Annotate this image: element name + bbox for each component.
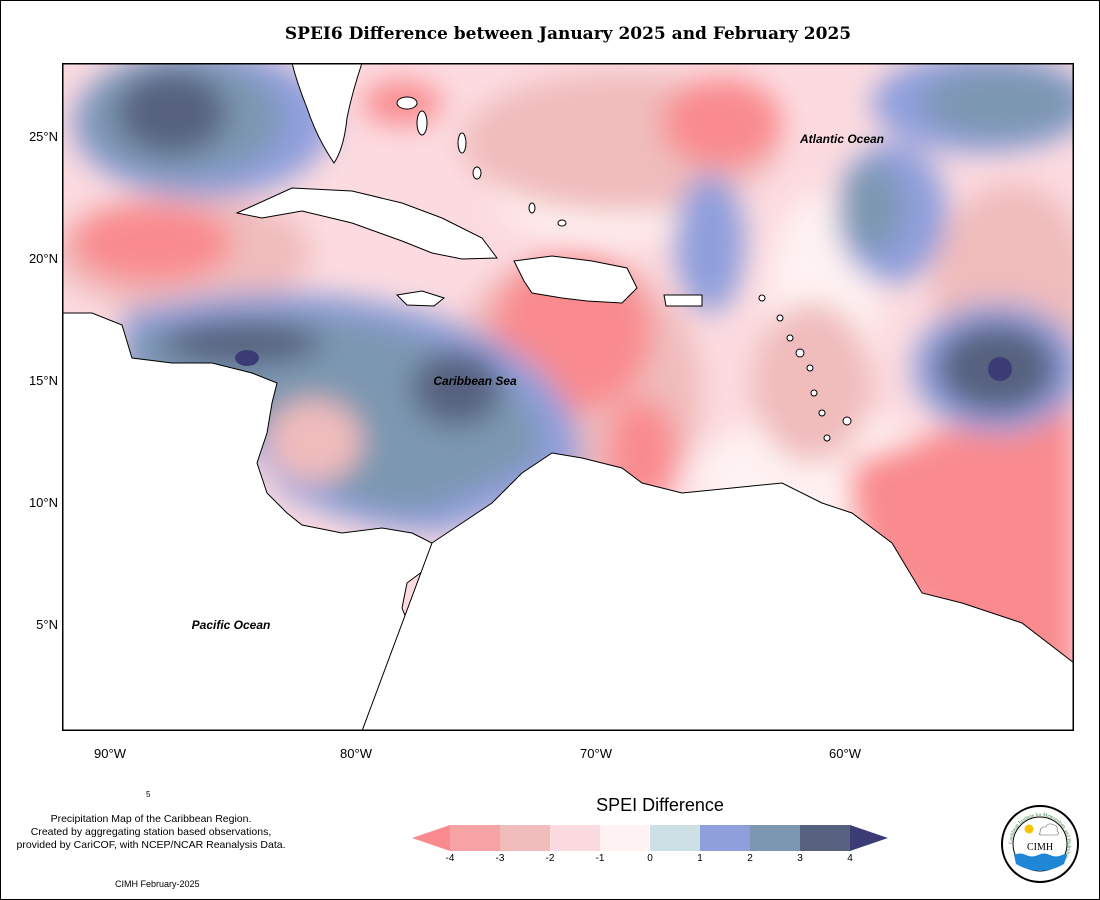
legend-swatch <box>550 825 600 851</box>
stray-mark: 5 <box>146 790 151 799</box>
legend-tick-label: 2 <box>747 853 753 864</box>
description-line-2: Created by aggregating station based obs… <box>30 826 272 838</box>
field-wet2-atlantic-mid <box>842 163 902 253</box>
legend-swatch <box>450 825 500 851</box>
legend-tick-label: 4 <box>847 853 853 864</box>
map-border <box>62 63 1074 731</box>
description-line-1: Precipitation Map of the Caribbean Regio… <box>50 813 252 825</box>
land-south-america <box>361 452 1074 731</box>
field-wet3-gulf <box>117 71 227 155</box>
bahamas <box>396 96 567 227</box>
legend-swatch <box>800 825 850 851</box>
lat-label-20n: 20°N <box>28 251 58 266</box>
lon-label-80w: 80°W <box>340 746 372 761</box>
field-wet3-caribbean <box>412 350 502 426</box>
spei-field <box>62 63 1074 731</box>
land-hispaniola <box>513 255 638 304</box>
map-description: Precipitation Map of the Caribbean Regio… <box>6 813 296 852</box>
legend-tick-label: -2 <box>545 853 555 864</box>
legend-tick-label: -4 <box>445 853 455 864</box>
field-dry-nicaragua-core <box>266 399 362 483</box>
legend-arrow-low <box>412 825 450 851</box>
field-dry3-yucatan <box>72 203 232 283</box>
sun-icon <box>1024 824 1034 834</box>
field-dry-antilles <box>752 303 872 463</box>
cimh-logo: Caribbean Institute for Meteorology and … <box>1001 805 1079 883</box>
legend-swatch <box>700 825 750 851</box>
legend-tick-label: 1 <box>697 853 703 864</box>
legend-swatch <box>500 825 550 851</box>
legend-arrow-high <box>850 825 888 851</box>
field-wet4-core-east <box>988 357 1012 381</box>
logo-text: CIMH <box>1027 842 1053 853</box>
field-dry3-north <box>662 78 782 168</box>
credit-text: CIMH February-2025 <box>115 879 200 889</box>
lon-label-60w: 60°W <box>829 746 861 761</box>
land-puerto-rico <box>663 294 703 307</box>
spei-map: Atlantic Ocean Caribbean Sea Pacific Oce… <box>62 63 1074 731</box>
land <box>62 63 1074 731</box>
field-wet4-core-nicaragua <box>235 350 259 366</box>
legend-tick-label: -1 <box>595 853 605 864</box>
label-atlantic-ocean: Atlantic Ocean <box>799 132 884 146</box>
legend-swatch <box>600 825 650 851</box>
lat-label-5n: 5°N <box>36 617 58 632</box>
field-wet-antilles <box>675 173 745 313</box>
legend-tick-label: 0 <box>647 853 653 864</box>
legend-title: SPEI Difference <box>596 795 724 815</box>
field-wet3-nicaragua <box>162 321 322 365</box>
label-caribbean-sea: Caribbean Sea <box>433 374 517 388</box>
lon-label-90w: 90°W <box>94 746 126 761</box>
lat-label-25n: 25°N <box>28 129 58 144</box>
legend-tick-label: -3 <box>495 853 505 864</box>
land-jamaica <box>395 290 446 307</box>
lat-label-15n: 15°N <box>28 373 58 388</box>
land-florida <box>291 63 363 164</box>
waves-icon <box>1014 853 1067 871</box>
description-line-3: provided by CariCOF, with NCEP/NCAR Rean… <box>16 839 286 851</box>
legend-tick-label: 3 <box>797 853 803 864</box>
label-pacific-ocean: Pacific Ocean <box>192 618 271 632</box>
legend-swatch <box>750 825 800 851</box>
lat-label-10n: 10°N <box>28 495 58 510</box>
land-cuba <box>235 187 498 260</box>
cloud-icon <box>1039 823 1059 836</box>
legend-colorbar <box>412 825 888 851</box>
lon-label-70w: 70°W <box>580 746 612 761</box>
field-wet2-atlantic-north <box>922 68 1074 138</box>
legend-swatch <box>650 825 700 851</box>
lesser-antilles <box>758 294 852 442</box>
map-title: SPEI6 Difference between January 2025 an… <box>284 24 852 44</box>
